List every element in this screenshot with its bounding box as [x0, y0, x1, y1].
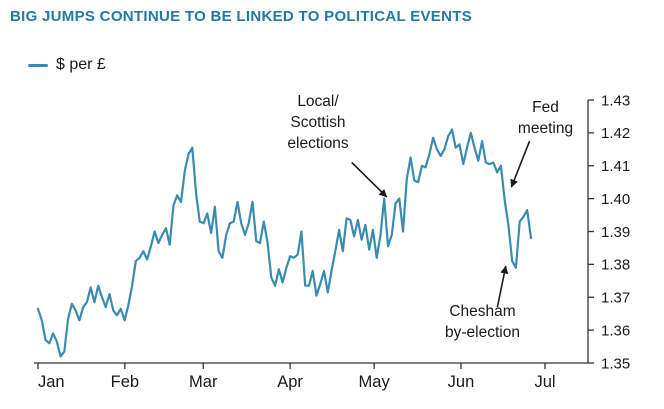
annotation-arrow-fed-meeting	[510, 140, 531, 188]
y-axis-tick-label: 1.39	[601, 224, 630, 241]
y-axis-tick-label: 1.36	[601, 322, 630, 339]
legend-line-swatch	[28, 63, 48, 67]
y-axis-tick-label: 1.37	[601, 290, 630, 307]
y-axis-tick-label: 1.43	[601, 92, 630, 109]
legend: $ per £	[28, 56, 106, 74]
x-axis-tick-label: Jul	[534, 373, 555, 391]
x-axis-tick-label: May	[359, 373, 391, 391]
y-axis-tick-label: 1.38	[601, 257, 630, 274]
annotation-fed-meeting: Fed meeting	[517, 99, 574, 137]
x-axis-tick-label: Jan	[38, 373, 65, 391]
x-axis-tick-label: Apr	[277, 373, 303, 391]
series-line-dollar-per-pound	[36, 128, 533, 358]
annotation-chesham-by-election: Chesham by-election	[445, 303, 520, 341]
annotation-arrow-chesham-by-election	[496, 265, 509, 308]
y-axis-tick-label: 1.35	[601, 355, 630, 372]
annotation-local-scottish-elections: Local/ Scottish elections	[287, 93, 349, 152]
annotation-arrow-local-scottish-elections	[351, 161, 388, 198]
y-axis-tick-label: 1.42	[601, 125, 630, 142]
axes: 1.35 1.36 1.37 1.38 1.39 1.40 1.41 1.42 1.43 Jan F…	[34, 92, 630, 391]
legend-label: $ per £	[56, 56, 106, 73]
x-axis-tick-label: Mar	[189, 373, 218, 391]
x-axis-tick-label: Feb	[111, 373, 139, 391]
x-axis-tick-label: Jun	[448, 373, 475, 391]
chart-title: BIG JUMPS CONTINUE TO BE LINKED TO POLIT…	[10, 8, 473, 25]
y-axis-tick-label: 1.41	[601, 158, 630, 175]
y-axis-tick-label: 1.40	[601, 191, 630, 208]
